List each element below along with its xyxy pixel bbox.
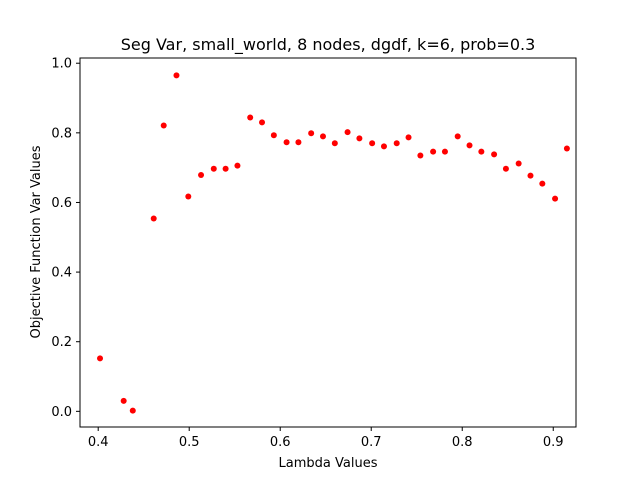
x-tick-label: 0.7: [361, 435, 382, 450]
x-tick-label: 0.4: [88, 435, 109, 450]
data-point: [331, 140, 338, 147]
data-point: [173, 72, 180, 79]
data-point: [185, 193, 192, 200]
data-point: [259, 119, 266, 126]
data-point: [491, 151, 498, 158]
y-tick-label: 0.2: [51, 335, 72, 350]
data-point: [356, 135, 363, 142]
data-point: [527, 172, 534, 179]
data-point: [430, 148, 437, 155]
x-tick-label: 0.9: [543, 435, 564, 450]
data-point: [552, 195, 559, 202]
x-tick-label: 0.8: [452, 435, 473, 450]
x-tick-label: 0.6: [270, 435, 291, 450]
chart-title: Seg Var, small_world, 8 nodes, dgdf, k=6…: [121, 35, 536, 55]
data-point: [97, 355, 104, 362]
y-tick-label: 0.6: [51, 196, 72, 211]
y-axis: 0.0 0.2 0.4 0.6 0.8 1.0: [51, 57, 80, 420]
data-point: [417, 152, 424, 159]
data-point: [405, 134, 412, 141]
data-point: [466, 142, 473, 149]
data-point: [222, 165, 229, 172]
points-layer: [97, 72, 570, 414]
data-point: [283, 139, 290, 146]
y-axis-label: Objective Function Var Values: [29, 145, 44, 338]
y-tick-label: 0.0: [51, 405, 72, 420]
data-point: [308, 130, 315, 137]
data-point: [478, 148, 485, 155]
data-point: [210, 165, 217, 172]
data-point: [344, 129, 351, 136]
data-point: [502, 165, 509, 172]
plot-area-frame: [79, 57, 577, 428]
y-tick-label: 0.8: [51, 126, 72, 141]
x-axis-label: Lambda Values: [279, 456, 378, 471]
data-point: [295, 139, 302, 146]
data-point: [380, 143, 387, 150]
data-point: [539, 180, 546, 187]
data-point: [454, 133, 461, 140]
data-point: [120, 397, 127, 404]
y-tick-label: 1.0: [51, 57, 72, 72]
data-point: [563, 145, 570, 152]
data-point: [369, 140, 376, 147]
y-tick-label: 0.4: [51, 266, 72, 281]
data-point: [129, 407, 136, 414]
data-point: [515, 160, 522, 167]
data-point: [319, 133, 326, 140]
data-point: [234, 162, 241, 169]
x-axis: 0.4 0.5 0.6 0.7 0.8 0.9: [88, 427, 564, 450]
data-point: [198, 171, 205, 178]
data-point: [150, 215, 157, 222]
data-point: [160, 122, 167, 129]
data-point: [441, 148, 448, 155]
data-point: [247, 114, 254, 121]
x-tick-label: 0.5: [179, 435, 200, 450]
data-point: [393, 140, 400, 147]
data-point: [270, 132, 277, 139]
